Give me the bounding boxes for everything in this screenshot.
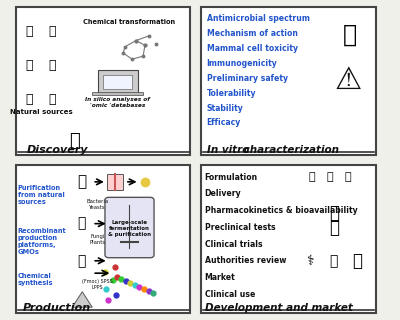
Text: Preliminary safety: Preliminary safety bbox=[206, 74, 288, 83]
Text: Tolerability: Tolerability bbox=[206, 89, 256, 98]
Text: 🏛: 🏛 bbox=[329, 219, 339, 237]
Text: Bacteria
Yeasts: Bacteria Yeasts bbox=[87, 199, 109, 210]
Text: 🌺: 🌺 bbox=[48, 93, 56, 106]
Text: Pharmacokinetics & bioavailability: Pharmacokinetics & bioavailability bbox=[205, 206, 357, 215]
Text: 🔍: 🔍 bbox=[69, 132, 80, 150]
Text: 💊: 💊 bbox=[345, 172, 352, 182]
Text: In vitro: In vitro bbox=[206, 145, 249, 155]
Text: Discovery: Discovery bbox=[27, 145, 88, 155]
Text: 🦀: 🦀 bbox=[25, 59, 32, 72]
Text: ⚕: ⚕ bbox=[306, 254, 314, 268]
FancyBboxPatch shape bbox=[105, 197, 154, 258]
Text: (Fmoc) SPSS
LPPS: (Fmoc) SPSS LPPS bbox=[82, 279, 113, 290]
Text: Recombinant
production
platforms,
GMOs: Recombinant production platforms, GMOs bbox=[18, 228, 66, 255]
Text: Clinical trials: Clinical trials bbox=[205, 240, 262, 249]
Text: 🌿: 🌿 bbox=[77, 254, 86, 268]
Text: 🧪: 🧪 bbox=[77, 174, 86, 189]
Polygon shape bbox=[72, 292, 92, 307]
Text: Market: Market bbox=[205, 273, 236, 282]
Text: 🏥: 🏥 bbox=[330, 254, 338, 268]
Text: 📋: 📋 bbox=[343, 22, 357, 46]
Text: Stability: Stability bbox=[206, 104, 243, 113]
Text: Natural sources: Natural sources bbox=[10, 109, 73, 115]
Text: 🧍: 🧍 bbox=[25, 25, 32, 38]
Text: Preclinical tests: Preclinical tests bbox=[205, 223, 275, 232]
Text: Immunogenicity: Immunogenicity bbox=[206, 59, 277, 68]
Text: Chemical
synthesis: Chemical synthesis bbox=[18, 273, 53, 286]
Text: 🐸: 🐸 bbox=[48, 59, 56, 72]
Text: 👤: 👤 bbox=[329, 204, 339, 222]
Text: Authorities review: Authorities review bbox=[205, 256, 286, 265]
Text: 🔬: 🔬 bbox=[77, 217, 86, 231]
Text: Chemical transformation: Chemical transformation bbox=[82, 19, 175, 25]
Text: Fungi
Plants: Fungi Plants bbox=[90, 235, 106, 245]
FancyBboxPatch shape bbox=[92, 92, 143, 95]
Text: 🐟: 🐟 bbox=[25, 93, 32, 106]
FancyBboxPatch shape bbox=[201, 165, 376, 313]
FancyBboxPatch shape bbox=[103, 75, 132, 89]
Text: Mechanism of action: Mechanism of action bbox=[206, 29, 298, 38]
Text: ⚠: ⚠ bbox=[334, 66, 362, 95]
FancyBboxPatch shape bbox=[98, 70, 138, 93]
Text: characterization: characterization bbox=[240, 145, 339, 155]
FancyBboxPatch shape bbox=[16, 165, 190, 313]
FancyBboxPatch shape bbox=[16, 7, 190, 155]
Text: Development and market: Development and market bbox=[205, 303, 353, 313]
Text: 💉: 💉 bbox=[327, 172, 334, 182]
Text: Large-scale
fermentation
& purification: Large-scale fermentation & purification bbox=[108, 220, 151, 236]
Text: Purification
from natural
sources: Purification from natural sources bbox=[18, 185, 64, 205]
Text: 🍾: 🍾 bbox=[309, 172, 315, 182]
Text: 💲: 💲 bbox=[352, 252, 362, 270]
Text: Mammal cell toxicity: Mammal cell toxicity bbox=[206, 44, 298, 53]
Text: Delivery: Delivery bbox=[205, 189, 241, 198]
FancyBboxPatch shape bbox=[107, 174, 123, 189]
Text: 🦠: 🦠 bbox=[48, 25, 56, 38]
Text: In silico analyses of
'omic 'databases: In silico analyses of 'omic 'databases bbox=[85, 97, 150, 108]
Text: Efficacy: Efficacy bbox=[206, 118, 241, 127]
Text: Antimicrobial spectrum: Antimicrobial spectrum bbox=[206, 14, 310, 23]
Text: Clinical use: Clinical use bbox=[205, 290, 255, 299]
Text: Formulation: Formulation bbox=[205, 173, 258, 182]
FancyBboxPatch shape bbox=[201, 7, 376, 155]
Text: Production: Production bbox=[23, 303, 91, 313]
